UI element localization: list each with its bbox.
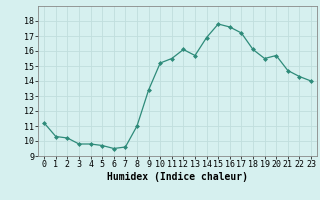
X-axis label: Humidex (Indice chaleur): Humidex (Indice chaleur) xyxy=(107,172,248,182)
